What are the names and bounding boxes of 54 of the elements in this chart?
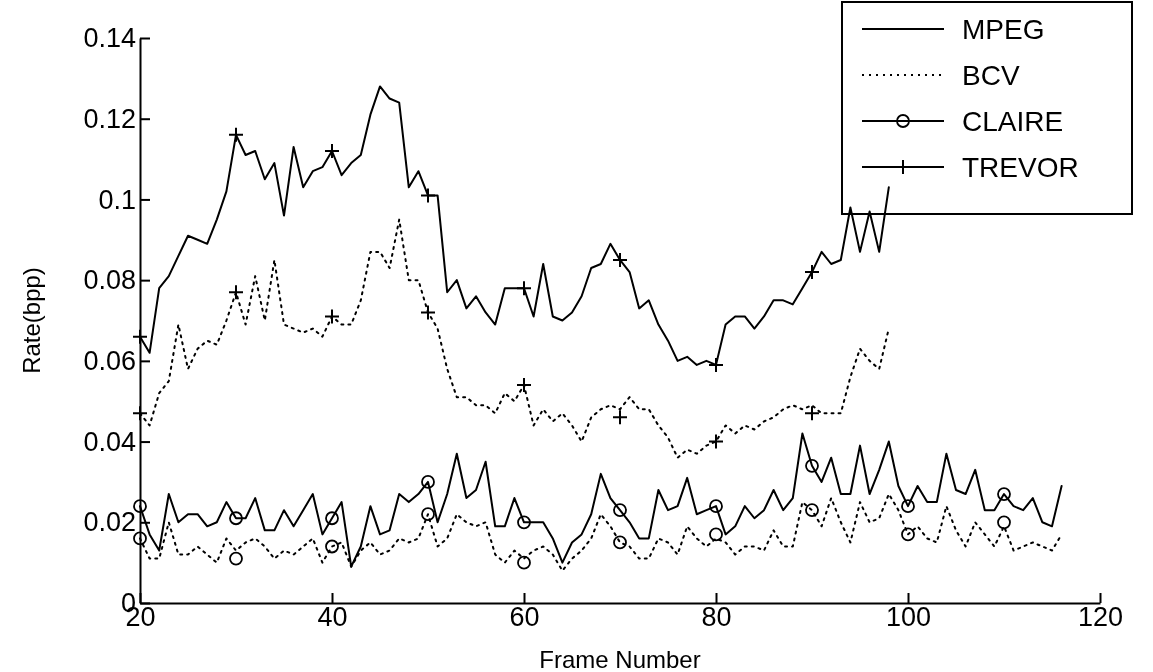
point xyxy=(804,264,820,281)
point xyxy=(901,499,915,514)
y-tick-label: 0.1 xyxy=(98,184,136,215)
point xyxy=(708,433,724,450)
point xyxy=(517,555,531,570)
legend-label: TREVOR xyxy=(962,152,1079,183)
point xyxy=(421,475,435,489)
y-tick-label: 0.08 xyxy=(83,265,136,296)
point xyxy=(133,531,147,546)
point xyxy=(997,487,1011,501)
point xyxy=(420,304,436,321)
x-tick-label: 40 xyxy=(317,602,348,633)
y-tick-label: 0.04 xyxy=(83,426,136,457)
point xyxy=(901,527,915,542)
point xyxy=(613,503,627,518)
x-axis-title: Frame Number xyxy=(539,646,701,672)
point xyxy=(324,143,340,159)
point xyxy=(132,328,148,345)
point xyxy=(229,551,243,566)
point xyxy=(229,511,243,526)
point xyxy=(421,507,435,522)
point xyxy=(228,284,244,301)
y-tick-label: 0.14 xyxy=(83,23,136,54)
y-tick-label: 0.12 xyxy=(83,103,136,134)
y-tick-label: 0.06 xyxy=(83,346,136,376)
y-axis-title: Rate(bpp) xyxy=(18,267,45,374)
point xyxy=(516,280,532,297)
point xyxy=(228,126,244,143)
x-tick-label: 100 xyxy=(885,602,932,633)
point xyxy=(420,187,436,204)
legend-label: MPEG xyxy=(962,14,1045,45)
point xyxy=(805,503,819,518)
point xyxy=(997,515,1011,530)
point xyxy=(516,377,532,394)
x-tick-label: 80 xyxy=(701,602,732,633)
point xyxy=(133,499,147,514)
point xyxy=(517,515,531,530)
point xyxy=(132,405,148,422)
point xyxy=(324,308,340,325)
point xyxy=(709,527,723,542)
point xyxy=(709,499,723,514)
point xyxy=(708,356,724,373)
point xyxy=(612,251,628,268)
x-tick-label: 120 xyxy=(1077,602,1124,633)
legend-label: CLAIRE xyxy=(962,106,1064,137)
point xyxy=(325,539,339,554)
point xyxy=(805,458,819,473)
point xyxy=(325,511,339,526)
x-tick-label: 60 xyxy=(509,602,540,633)
y-tick-label: 0.02 xyxy=(83,507,136,538)
point xyxy=(613,535,627,550)
point xyxy=(804,405,820,422)
point xyxy=(612,409,628,426)
legend-label: BCV xyxy=(962,60,1020,91)
